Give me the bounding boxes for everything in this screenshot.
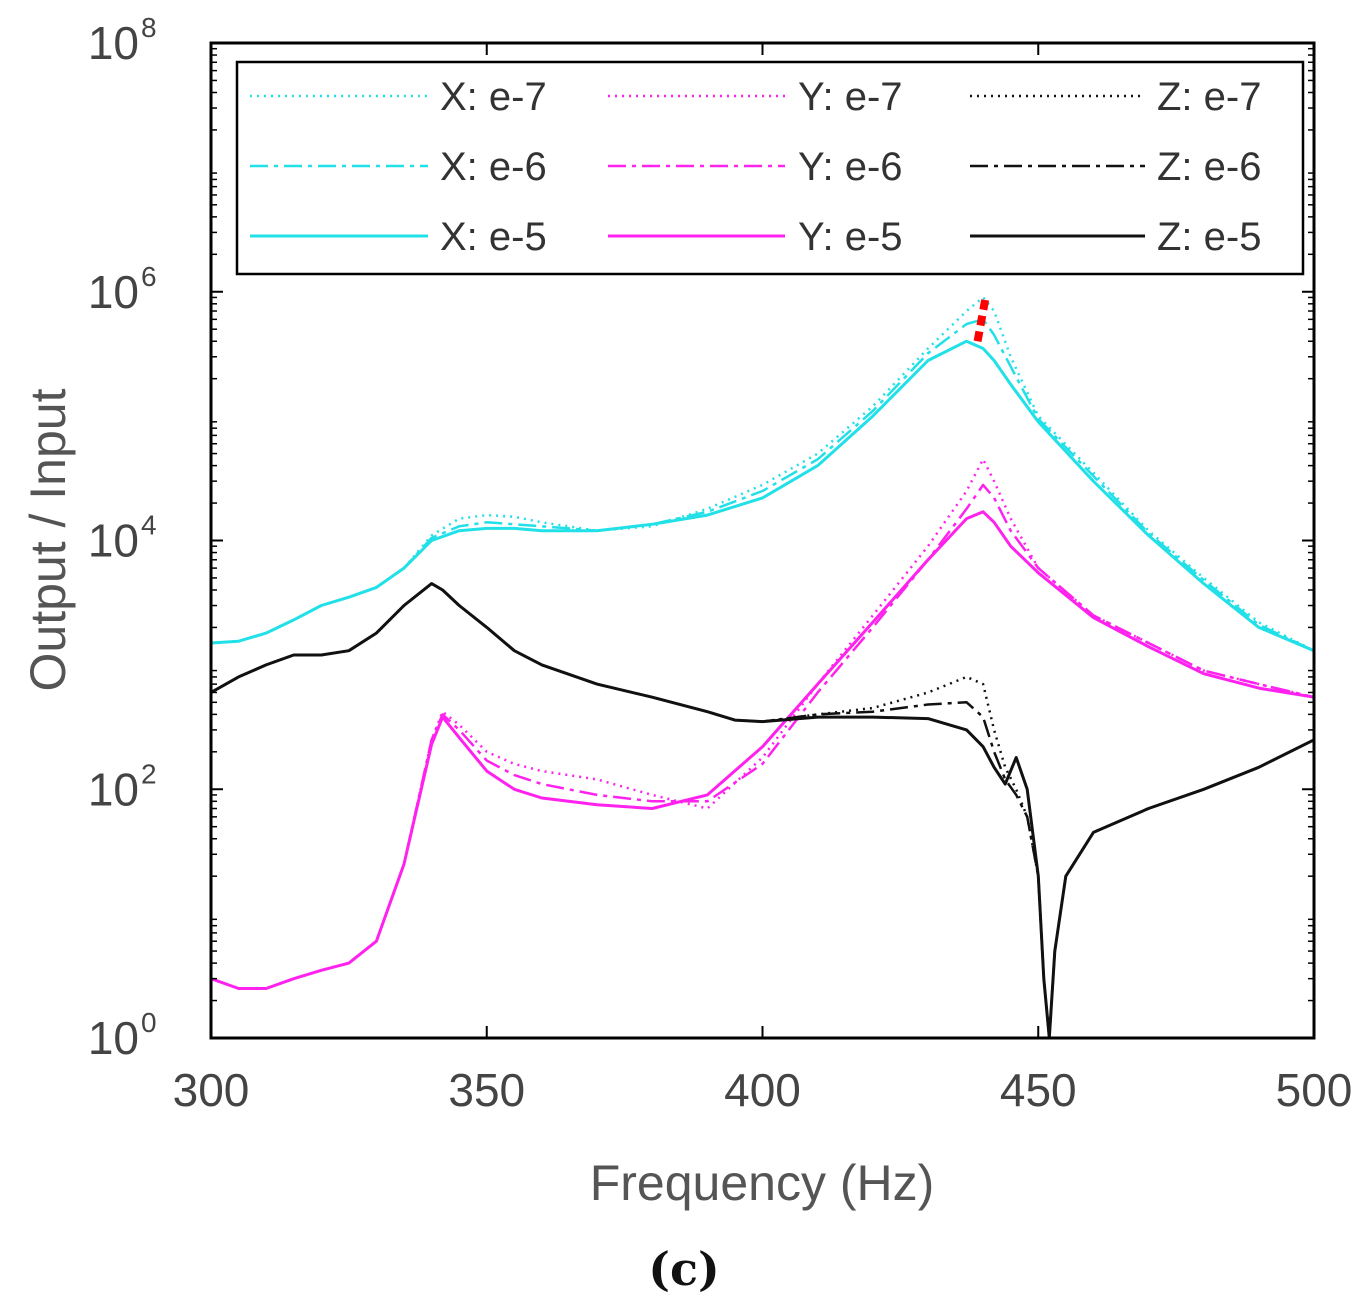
y-tick-label-exponent: 2 xyxy=(141,758,157,789)
y-tick-label-base: 10 xyxy=(88,266,139,318)
legend-label: X: e-5 xyxy=(440,215,547,259)
series-line-z-e-5 xyxy=(211,582,1314,1038)
y-axis-title: Output / Input xyxy=(20,388,76,691)
series-line-y-e-5 xyxy=(211,510,1314,990)
legend-label: Z: e-6 xyxy=(1157,145,1261,189)
figure-caption: (c) xyxy=(648,1242,720,1296)
x-axis-title: Frequency (Hz) xyxy=(590,1155,935,1211)
x-tick-label: 450 xyxy=(1000,1064,1077,1116)
x-tick-label: 350 xyxy=(448,1064,525,1116)
y-tick-label-base: 10 xyxy=(88,17,139,69)
legend-label: Z: e-5 xyxy=(1157,215,1261,259)
legend-label: Y: e-7 xyxy=(798,75,903,119)
y-tick-label-exponent: 4 xyxy=(141,510,157,541)
x-tick-label: 300 xyxy=(173,1064,250,1116)
legend-label: Y: e-6 xyxy=(798,145,903,189)
y-tick-label-exponent: 0 xyxy=(141,1007,157,1038)
legend-label: Z: e-7 xyxy=(1157,75,1261,119)
legend-box xyxy=(235,60,1305,276)
y-tick-label-base: 10 xyxy=(88,763,139,815)
peak-marker xyxy=(973,296,990,342)
legend-label: X: e-6 xyxy=(440,145,547,189)
y-tick-label-base: 10 xyxy=(88,515,139,567)
x-tick-label: 500 xyxy=(1276,1064,1353,1116)
y-tick-label-base: 10 xyxy=(88,1012,139,1064)
annotation-layer xyxy=(973,296,990,342)
legend-label: Y: e-5 xyxy=(798,215,903,259)
x-tick-label: 400 xyxy=(724,1064,801,1116)
y-tick-label-exponent: 8 xyxy=(141,12,157,43)
series-layer xyxy=(211,296,1314,1038)
y-tick-label-exponent: 6 xyxy=(141,261,157,292)
legend-label: X: e-7 xyxy=(440,75,547,119)
legend: X: e-7 X: e-6 X: e-5 Y: e-7 Y: e-6 Y: e-5 Z: e… xyxy=(235,60,1305,276)
series-line-x-e-5 xyxy=(211,339,1314,653)
